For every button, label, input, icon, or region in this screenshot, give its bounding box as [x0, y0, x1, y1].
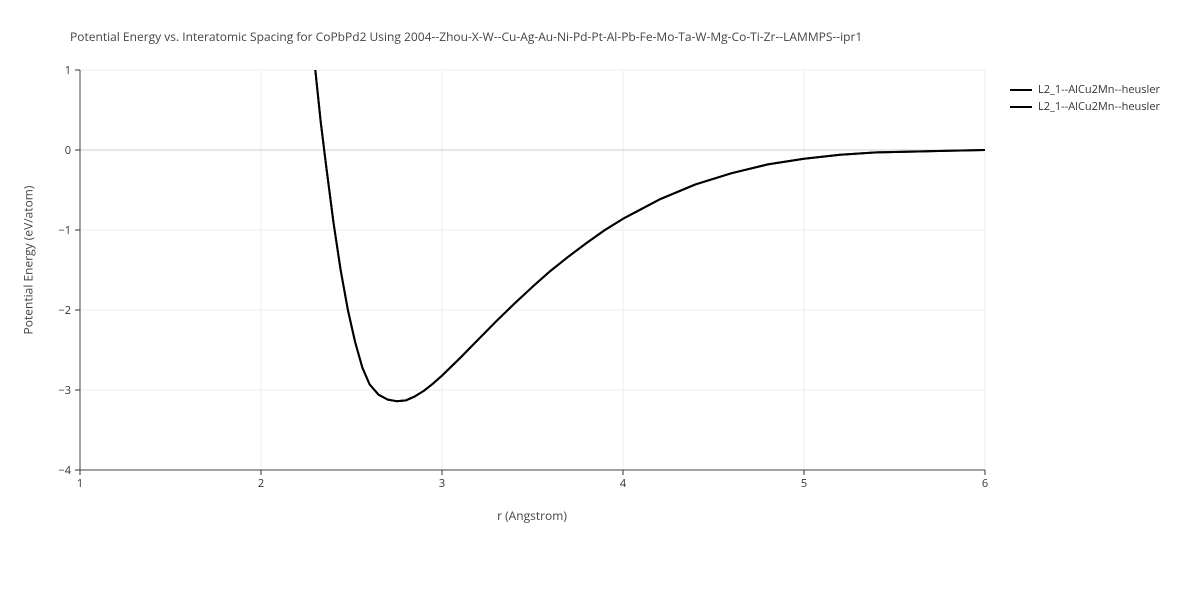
plot-area[interactable]: 123456−4−3−2−101	[80, 70, 985, 470]
svg-text:−4: −4	[58, 463, 71, 478]
svg-text:0: 0	[65, 143, 71, 158]
svg-text:4: 4	[620, 476, 627, 491]
svg-text:1: 1	[65, 63, 71, 78]
svg-text:2: 2	[258, 476, 264, 491]
legend[interactable]: L2_1--AlCu2Mn--heusler L2_1--AlCu2Mn--heu…	[1010, 82, 1160, 116]
svg-text:−1: −1	[58, 223, 71, 238]
svg-text:5: 5	[801, 476, 807, 491]
svg-text:3: 3	[439, 476, 445, 491]
svg-text:−2: −2	[58, 303, 71, 318]
y-axis-label: Potential Energy (eV/atom)	[20, 186, 37, 335]
x-axis-label: r (Angstrom)	[497, 507, 567, 524]
plot-svg: 123456−4−3−2−101	[80, 70, 985, 470]
legend-label: L2_1--AlCu2Mn--heusler	[1038, 82, 1160, 97]
legend-item[interactable]: L2_1--AlCu2Mn--heusler	[1010, 82, 1160, 97]
svg-text:6: 6	[982, 476, 988, 491]
svg-text:1: 1	[77, 476, 83, 491]
legend-swatch	[1010, 89, 1032, 91]
legend-swatch	[1010, 106, 1032, 108]
svg-text:−3: −3	[58, 383, 71, 398]
legend-item[interactable]: L2_1--AlCu2Mn--heusler	[1010, 99, 1160, 114]
chart-title: Potential Energy vs. Interatomic Spacing…	[70, 28, 862, 45]
legend-label: L2_1--AlCu2Mn--heusler	[1038, 99, 1160, 114]
